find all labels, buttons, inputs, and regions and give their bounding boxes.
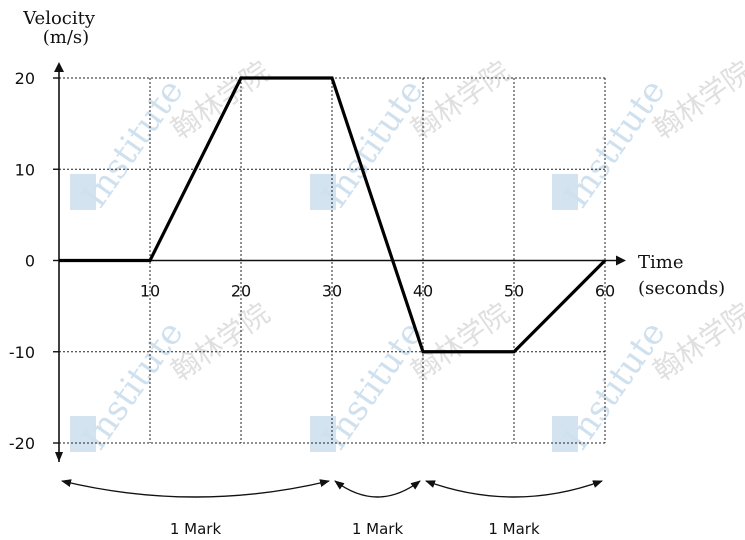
watermark-logo xyxy=(552,416,578,452)
watermark-logo xyxy=(70,174,96,210)
y-tick-label: 10 xyxy=(15,160,35,179)
watermark-logo xyxy=(70,416,96,452)
mark-arrow xyxy=(425,480,603,498)
tick-labels: 20 10 0 -10 -20 10 20 30 40 50 60 xyxy=(9,69,615,453)
x-tick-label: 50 xyxy=(504,282,524,301)
y-tick-label: 20 xyxy=(15,69,35,88)
y-tick-label: -10 xyxy=(9,343,35,362)
watermark-text: Institute xyxy=(75,72,192,215)
series xyxy=(58,76,607,354)
mark-label: 1 Mark xyxy=(488,520,540,538)
watermark-text: Institute xyxy=(557,72,674,215)
y-tick-label: -20 xyxy=(9,434,35,453)
mark-arrow xyxy=(334,480,421,498)
watermark-logo xyxy=(552,174,578,210)
x-tick-label: 60 xyxy=(595,282,615,301)
mark-arrow xyxy=(61,479,330,498)
x-tick-label: 30 xyxy=(322,282,342,301)
watermark-text: Institute xyxy=(557,314,674,457)
mark-label: 1 Mark xyxy=(352,520,404,538)
mark-annotations: 1 Mark 1 Mark 1 Mark xyxy=(61,479,603,538)
x-axis-title: Time (seconds) xyxy=(638,252,725,299)
x-tick-label: 40 xyxy=(413,282,433,301)
x-tick-label: 10 xyxy=(140,282,160,301)
mark-label: 1 Mark xyxy=(170,520,222,538)
y-axis-title: Velocity (m/s) xyxy=(22,8,101,48)
watermark-text: Institute xyxy=(75,314,192,457)
y-axis-bottom-arrow xyxy=(55,452,63,462)
x-tick-label: 20 xyxy=(231,282,251,301)
y-tick-label: 0 xyxy=(25,252,35,271)
